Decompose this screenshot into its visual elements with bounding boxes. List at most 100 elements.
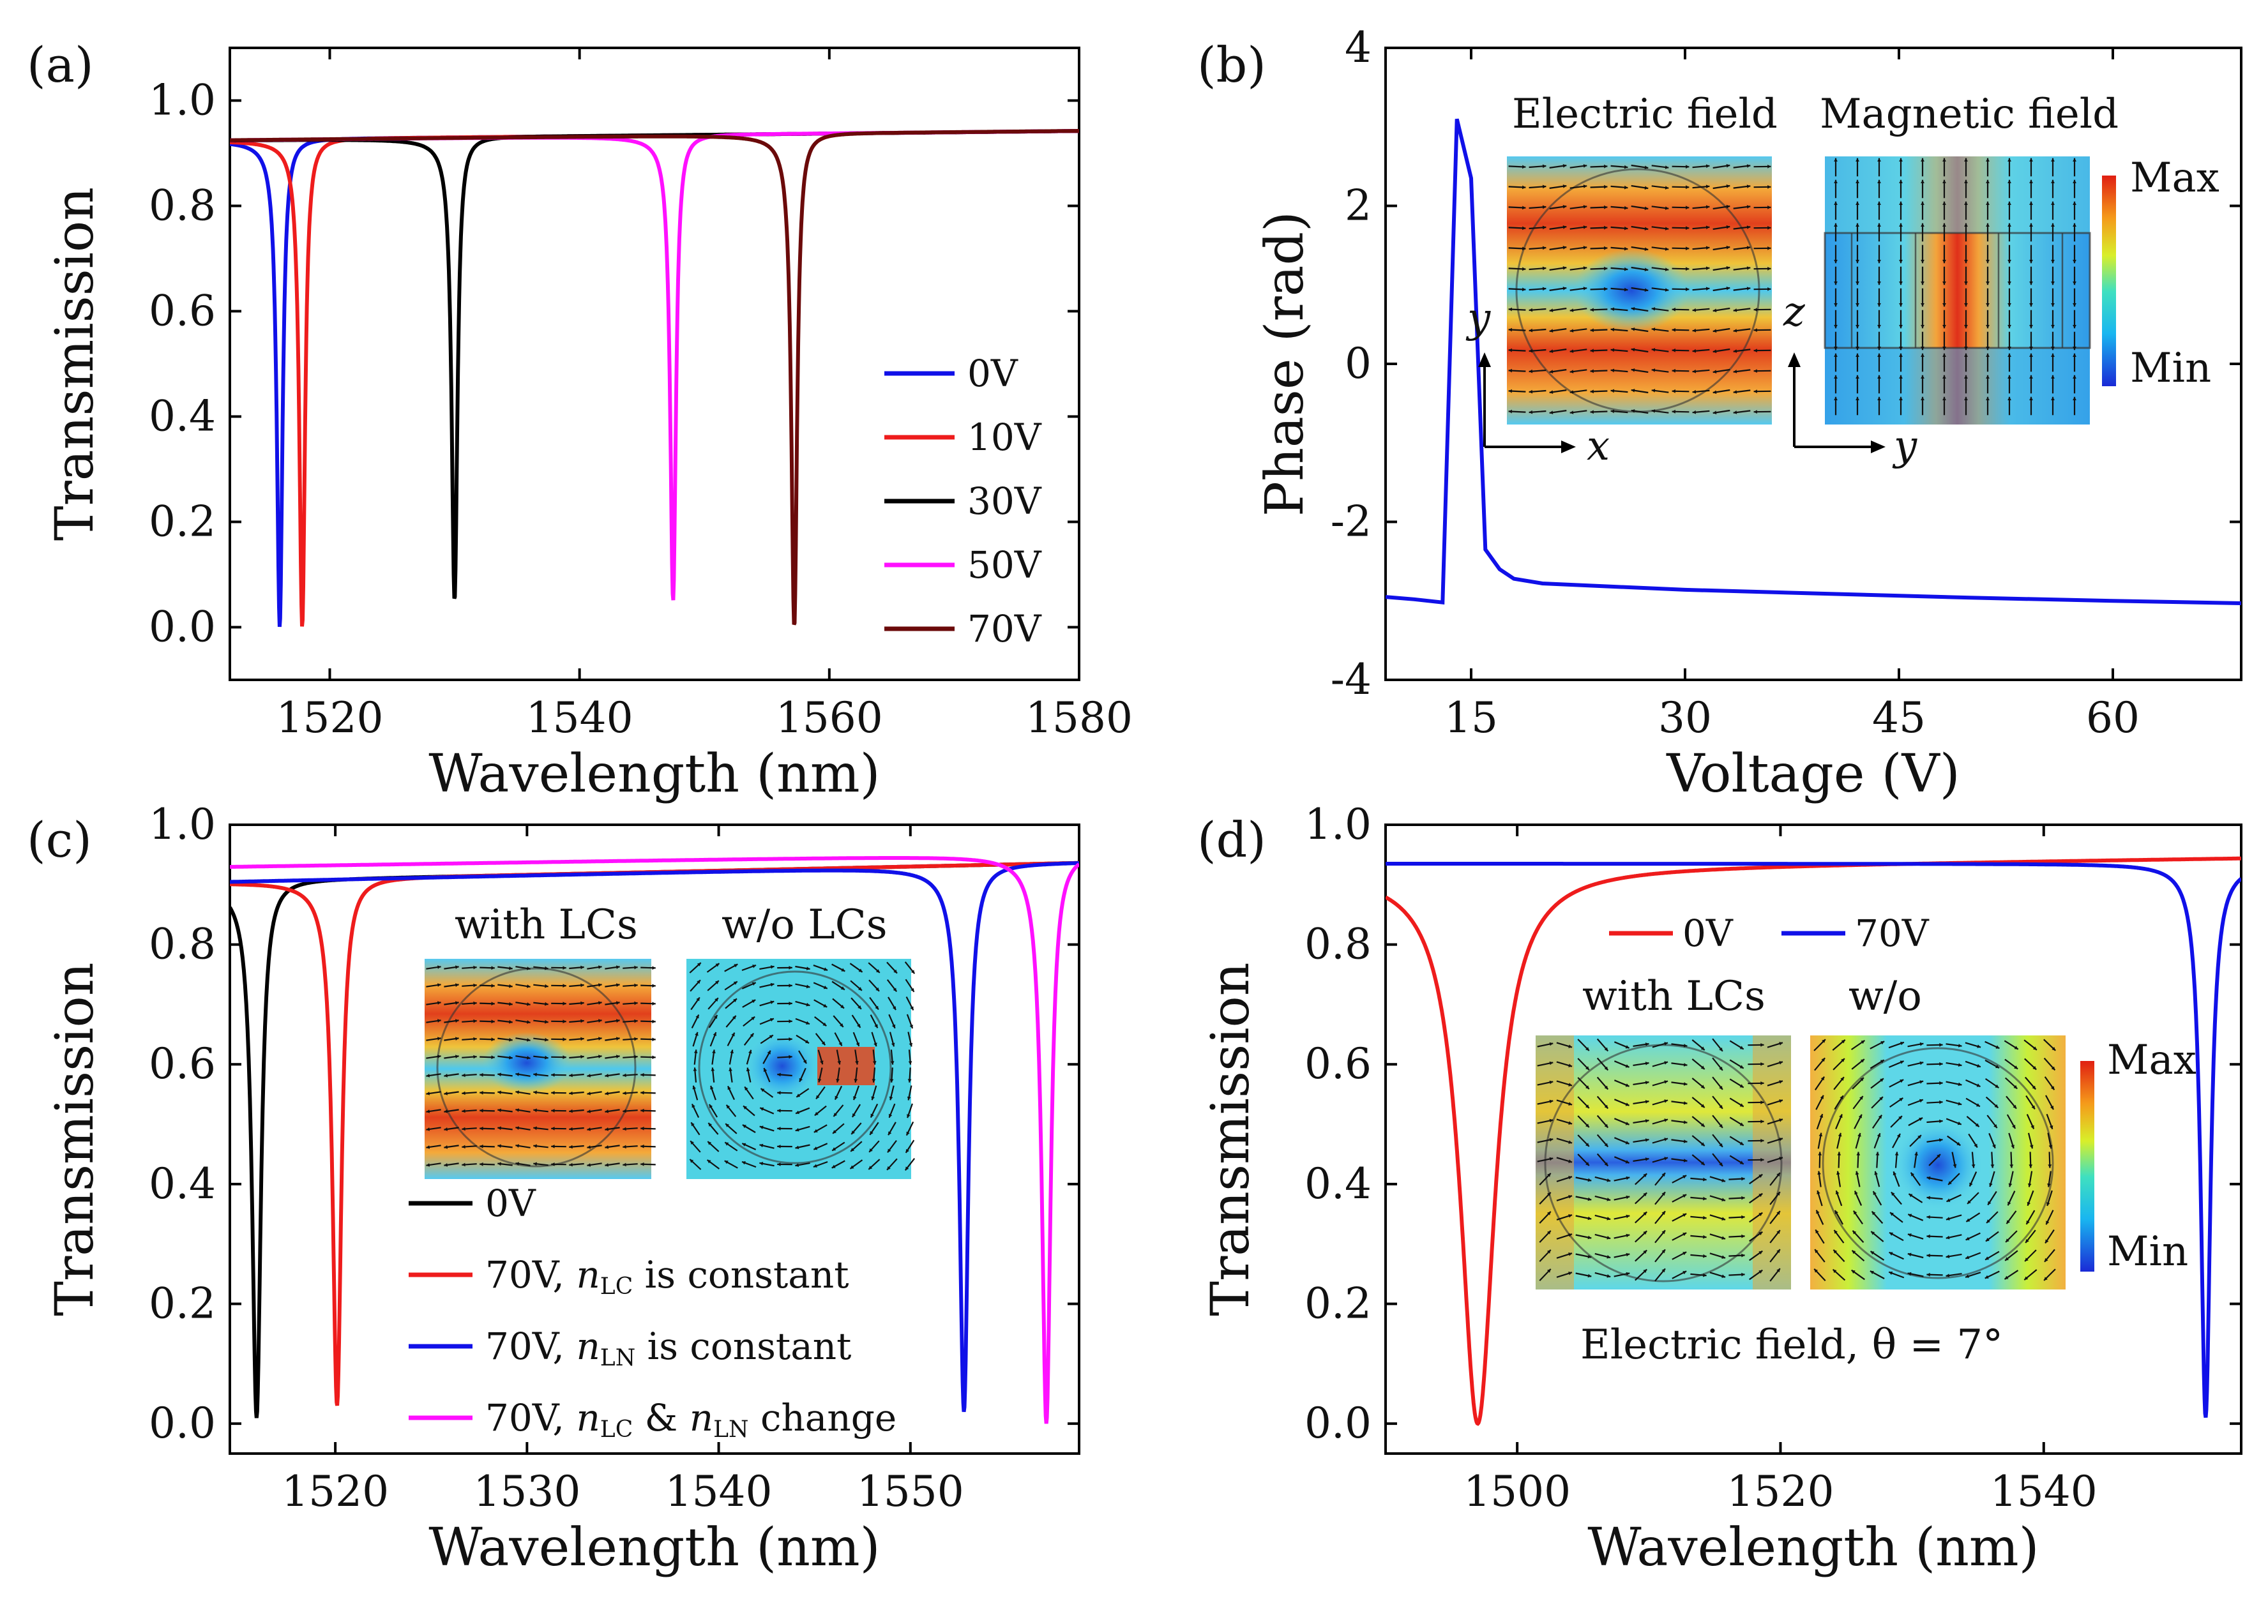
field-arrow-head — [1672, 307, 1675, 312]
field-arrow-head — [1834, 223, 1838, 227]
field-arrow-head — [2051, 1066, 2055, 1071]
field-arrow-head — [850, 1148, 855, 1152]
field-arrow-head — [725, 1142, 729, 1146]
field-arrow-head — [2025, 1258, 2029, 1261]
field-arrow-head — [1529, 410, 1533, 414]
field-arrow-head — [1583, 266, 1587, 270]
field-arrow-head — [1820, 1076, 1825, 1081]
field-arrow-head — [770, 965, 775, 969]
field-arrow-head — [2073, 201, 2076, 205]
field-arrow-head — [750, 1033, 754, 1037]
field-arrow-head — [1877, 353, 1881, 357]
field-arrow-head — [1587, 1216, 1592, 1221]
field-arrow-head — [2073, 260, 2076, 264]
field-arrow-head — [1739, 1046, 1744, 1049]
field-arrow-head — [1625, 1160, 1629, 1164]
field-arrow-head — [795, 1145, 799, 1150]
field-arrow-head — [1939, 1081, 1943, 1085]
field-arrow-head — [2048, 1145, 2053, 1149]
field-arrow-head — [623, 1091, 626, 1095]
field-arrow-head — [1726, 245, 1730, 250]
field-arrow-head — [1816, 1210, 1820, 1214]
field-arrow-head — [907, 1114, 911, 1118]
inset-b-colorbar — [2102, 176, 2116, 386]
field-arrow-head — [623, 1162, 626, 1167]
field-arrow-head — [770, 1000, 775, 1004]
y-tick-label-c: 0.8 — [149, 920, 216, 969]
field-arrow-head — [1733, 308, 1737, 312]
field-arrow-head — [533, 1144, 537, 1148]
field-arrow-head — [891, 1024, 896, 1028]
field-arrow-head — [1898, 1116, 1902, 1120]
field-arrow-head — [1971, 1164, 1976, 1168]
field-arrow-head — [1626, 1214, 1630, 1219]
field-arrow-head — [426, 1163, 430, 1167]
field-arrow-head — [616, 983, 620, 987]
field-arrow-head — [1841, 1039, 1845, 1044]
field-arrow-head — [563, 1019, 566, 1023]
field-arrow-head — [1587, 1274, 1592, 1278]
field-arrow-head — [1835, 1191, 1840, 1194]
field-arrow-head — [1590, 410, 1594, 414]
field-arrow-head — [1682, 1175, 1687, 1179]
field-arrow-head — [777, 1127, 781, 1131]
field-arrow-head — [733, 981, 737, 985]
field-arrow-head — [1705, 266, 1710, 271]
series-line-b-0 — [1385, 118, 2242, 605]
series-line-c-3 — [230, 856, 1079, 1424]
field-arrow-head — [1877, 158, 1881, 162]
x-tick-label-a: 1520 — [276, 693, 383, 742]
field-arrow-head — [545, 1002, 548, 1006]
field-arrow-head — [2012, 1125, 2016, 1129]
field-arrow-head — [770, 982, 775, 987]
field-arrow-head — [1958, 1044, 1962, 1048]
field-arrow-head — [551, 1162, 555, 1166]
field-arrow-head — [2006, 1220, 2010, 1224]
field-arrow-head — [2027, 1183, 2032, 1187]
field-arrow-head — [1779, 1042, 1783, 1046]
field-arrow-head — [1880, 1060, 1884, 1064]
field-arrow-head — [2006, 1238, 2009, 1242]
y-tick-label-a: 0.8 — [149, 181, 216, 230]
inset-c-with-lc-title: with LCs — [455, 901, 638, 949]
x-axis-label-a: Wavelength (nm) — [428, 744, 880, 804]
field-arrow-head — [1986, 303, 1990, 307]
field-arrow-head — [752, 965, 756, 968]
field-arrow-head — [1908, 1214, 1912, 1217]
field-arrow-head — [455, 1037, 459, 1041]
field-arrow-head — [580, 1055, 584, 1059]
field-arrow-head — [1672, 389, 1675, 393]
field-arrow-head — [1910, 1172, 1915, 1177]
field-arrow-head — [841, 968, 845, 972]
field-arrow-head — [1741, 1177, 1745, 1181]
field-arrow-head — [908, 1061, 912, 1065]
field-arrow-head — [1604, 1066, 1608, 1071]
field-arrow-head — [462, 1109, 465, 1113]
field-arrow-head — [1686, 165, 1690, 169]
field-arrow-head — [1837, 1152, 1841, 1155]
field-arrow-head — [1939, 1062, 1943, 1066]
field-arrow-head — [1776, 1173, 1780, 1177]
series-line-a-4 — [230, 129, 1079, 626]
field-arrow-head — [2029, 347, 2033, 350]
field-arrow-head — [480, 1108, 483, 1113]
field-arrow-head — [888, 1113, 893, 1118]
electric-field-arrows — [1508, 163, 1771, 415]
field-arrow-head — [1631, 307, 1635, 311]
field-arrow-head — [817, 1078, 822, 1083]
field-arrow-head — [1664, 1138, 1668, 1141]
field-arrow-head — [587, 1074, 591, 1078]
field-arrow-head — [1665, 186, 1669, 190]
field-arrow-head — [1719, 1085, 1723, 1090]
field-arrow-head — [426, 1092, 430, 1095]
field-arrow-head — [1739, 1122, 1744, 1126]
field-arrow-head — [763, 1068, 767, 1072]
magnetic-field-arrows — [1834, 158, 2076, 416]
field-arrow-head — [1733, 370, 1737, 373]
y-tick-label-d: 0.4 — [1304, 1159, 1372, 1208]
field-arrow-head — [726, 1104, 730, 1109]
field-arrow-head — [2011, 1145, 2015, 1149]
field-arrow-head — [1760, 1158, 1764, 1162]
field-arrow-head — [1562, 184, 1567, 188]
